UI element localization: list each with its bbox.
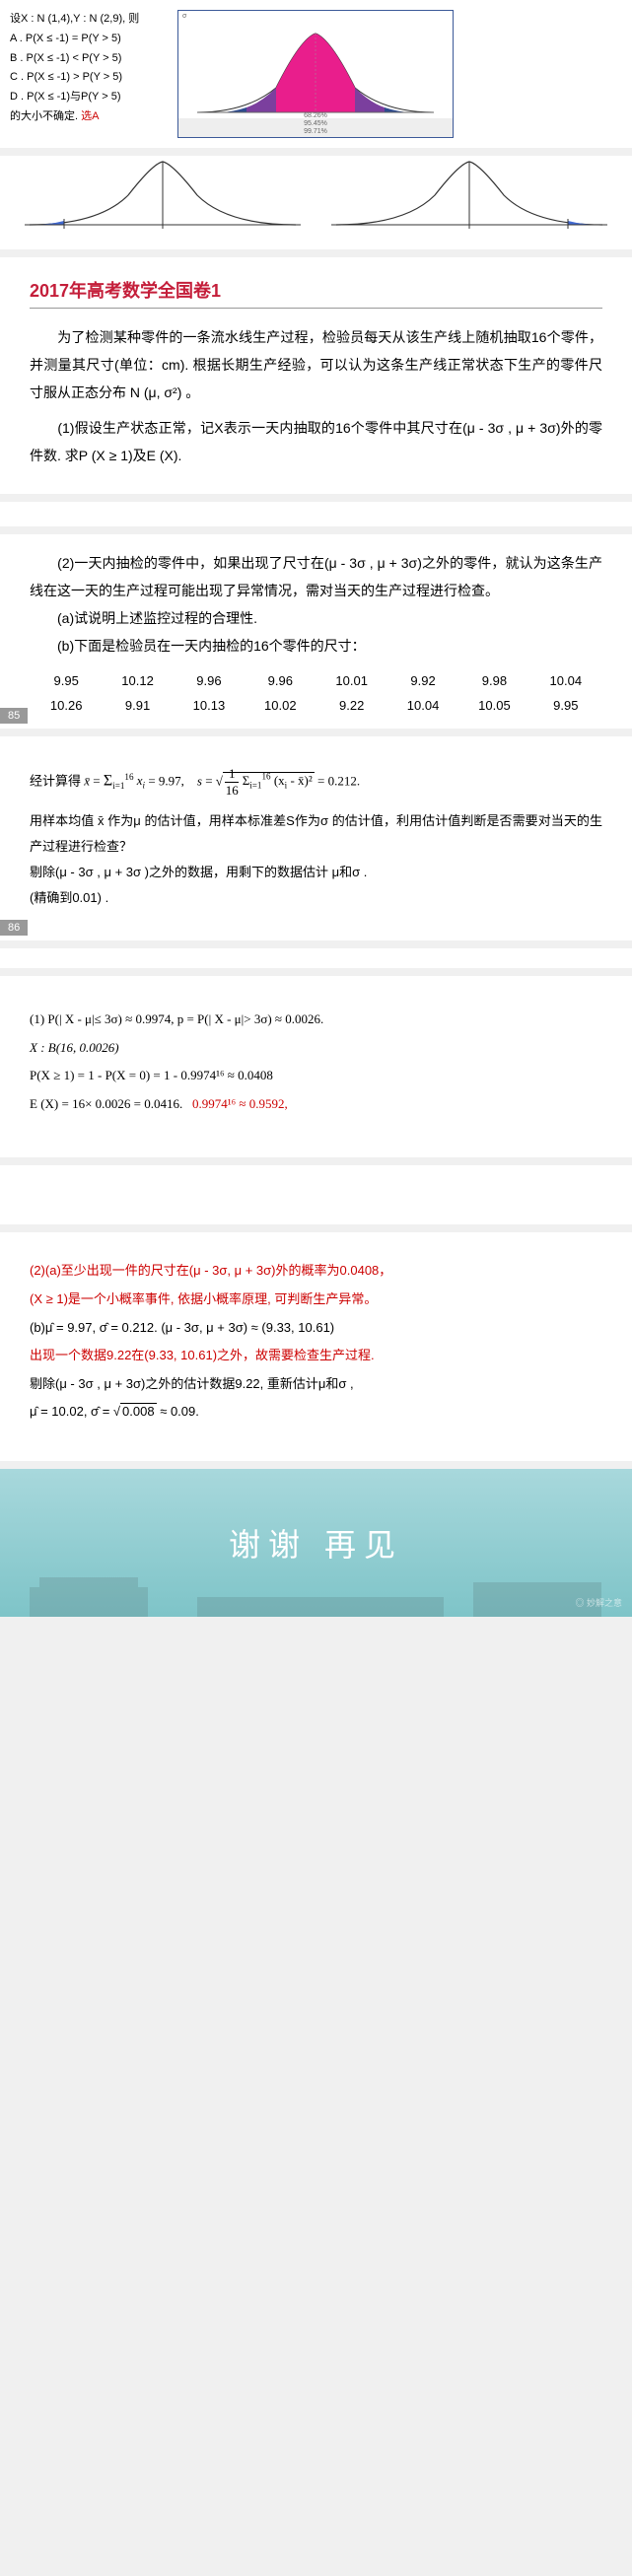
exam-title: 2017年高考数学全国卷1 — [30, 277, 602, 309]
slide-two-bells — [0, 156, 632, 249]
page-number: 86 — [0, 920, 28, 936]
pct-95: 95.45% — [304, 120, 327, 127]
slide-part2: (2)一天内抽检的零件中，如果出现了尺寸在(μ - 3σ , μ + 3σ)之外… — [0, 534, 632, 729]
calc-p2: 剔除(μ - 3σ , μ + 3σ )之外的数据，用剩下的数据估计 μ和σ . — [30, 860, 602, 885]
bell-left — [20, 156, 306, 235]
spacer — [0, 502, 632, 526]
table-row: 9.9510.129.969.9610.019.929.9810.04 — [32, 669, 600, 692]
building-icon — [0, 1567, 632, 1617]
watermark: ◎ 妙解之意 — [575, 1596, 622, 1609]
part2-p1: (2)一天内抽检的零件中，如果出现了尺寸在(μ - 3σ , μ + 3σ)之外… — [30, 549, 602, 604]
sol-l3: P(X ≥ 1) = 1 - P(X = 0) = 1 - 0.9974¹⁶ ≈… — [30, 1062, 602, 1090]
q-opt-c: C . P(X ≤ -1) > P(Y > 5) — [10, 68, 177, 88]
table-row: 10.269.9110.1310.029.2210.0410.059.95 — [32, 694, 600, 717]
sol-l4: E (X) = 16× 0.0026 = 0.0416. 0.9974¹⁶ ≈ … — [30, 1090, 602, 1119]
slide-end: 谢谢 再见 ◎ 妙解之意 — [0, 1469, 632, 1617]
pct-68: 68.26% — [304, 112, 327, 119]
s2-l4: 出现一个数据9.22在(9.33, 10.61)之外，故需要检查生产过程. — [30, 1342, 602, 1370]
question-text: 设X : N (1,4),Y : N (2,9), 则 A . P(X ≤ -1… — [10, 10, 177, 138]
slide-solution1: (1) P(| X - μ|≤ 3σ) ≈ 0.9974, p = P(| X … — [0, 976, 632, 1157]
q-setup: 设X : N (1,4),Y : N (2,9), 则 — [10, 10, 177, 30]
s2-l6: μ̂ = 10.02, σ̂ = √0.008 ≈ 0.09. — [30, 1398, 602, 1427]
normal-dist-chart: σ 68.26% 95.45% 99.71% — [177, 10, 454, 138]
calc-p3: (精确到0.01) . — [30, 885, 602, 911]
slide-solution2: (2)(a)至少出现一件的尺寸在(μ - 3σ, μ + 3σ)外的概率为0.0… — [0, 1232, 632, 1461]
s2-l2: (X ≥ 1)是一个小概率事件, 依据小概率原理, 可判断生产异常。 — [30, 1286, 602, 1314]
spacer — [0, 1165, 632, 1224]
part2-p2: (a)试说明上述监控过程的合理性. — [30, 604, 602, 632]
data-table: 9.9510.129.969.9610.019.929.9810.04 10.2… — [30, 667, 602, 719]
sol-l1: (1) P(| X - μ|≤ 3σ) ≈ 0.9974, p = P(| X … — [30, 1006, 602, 1034]
s2-l1: (2)(a)至少出现一件的尺寸在(μ - 3σ, μ + 3σ)外的概率为0.0… — [30, 1257, 602, 1286]
exam-p2: (1)假设生产状态正常，记X表示一天内抽取的16个零件中其尺寸在(μ - 3σ … — [30, 414, 602, 469]
page-number: 85 — [0, 708, 28, 724]
q-answer: 的大小不确定. 选A — [10, 107, 177, 127]
sol-l2: X : B(16, 0.0026) — [30, 1034, 602, 1063]
bell-curve-icon — [187, 19, 444, 127]
end-text: 谢谢 再见 — [229, 1520, 403, 1566]
spacer — [0, 948, 632, 968]
s2-l3: (b)μ̂ = 9.97, σ̂ = 0.212. (μ - 3σ, μ + 3… — [30, 1314, 602, 1343]
sigma-label: σ — [182, 13, 186, 20]
q-opt-d: D . P(X ≤ -1)与P(Y > 5) — [10, 88, 177, 107]
exam-p1: 为了检测某种零件的一条流水线生产过程，检验员每天从该生产线上随机抽取16个零件，… — [30, 323, 602, 406]
slide-calc: 经计算得 x̄ = Σi=116 xi = 9.97, s = √116 Σi=… — [0, 736, 632, 940]
bell-right — [326, 156, 612, 235]
calc-formula: 经计算得 x̄ = Σi=116 xi = 9.97, s = √116 Σi=… — [30, 766, 602, 799]
slide-question: 设X : N (1,4),Y : N (2,9), 则 A . P(X ≤ -1… — [0, 0, 632, 148]
q-opt-b: B . P(X ≤ -1) < P(Y > 5) — [10, 49, 177, 69]
s2-l5: 剔除(μ - 3σ , μ + 3σ)之外的估计数据9.22, 重新估计μ和σ … — [30, 1370, 602, 1399]
slide-exam-intro: 2017年高考数学全国卷1 为了检测某种零件的一条流水线生产过程，检验员每天从该… — [0, 257, 632, 494]
pct-99: 99.71% — [304, 128, 327, 135]
calc-p1: 用样本均值 x̄ 作为μ 的估计值，用样本标准差S作为σ 的估计值，利用估计值判… — [30, 808, 602, 860]
q-opt-a: A . P(X ≤ -1) = P(Y > 5) — [10, 30, 177, 49]
part2-p3: (b)下面是检验员在一天内抽检的16个零件的尺寸： — [30, 632, 602, 660]
